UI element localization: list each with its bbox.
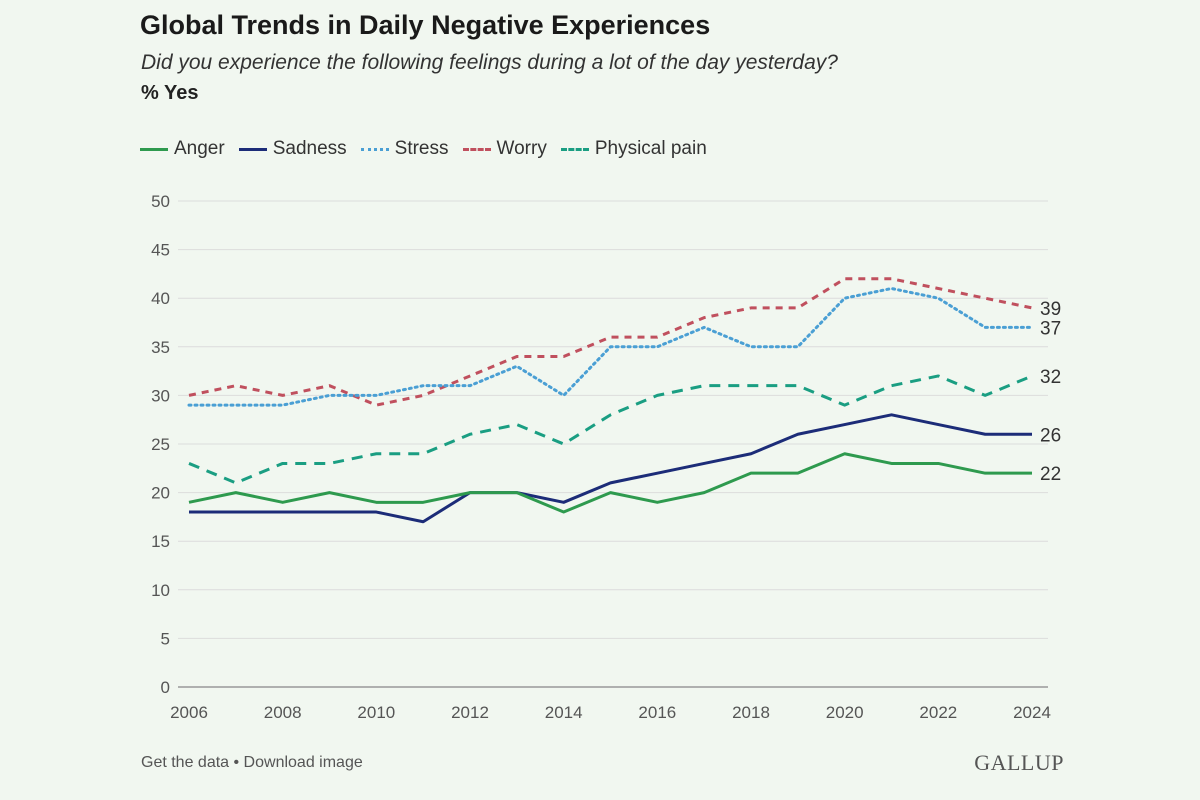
- y-tick-label: 25: [151, 435, 170, 454]
- y-tick-label: 20: [151, 484, 170, 503]
- gallup-logo: GALLUP: [974, 750, 1064, 775]
- x-tick-label: 2012: [451, 703, 489, 722]
- end-label: 39: [1040, 299, 1061, 320]
- end-label: 37: [1040, 318, 1061, 339]
- end-label: 22: [1040, 464, 1061, 485]
- y-tick-label: 30: [151, 386, 170, 405]
- y-tick-label: 10: [151, 581, 170, 600]
- legend-swatch: [238, 147, 267, 151]
- y-tick-label: 5: [161, 629, 170, 648]
- legend-label: Physical pain: [594, 138, 707, 159]
- x-tick-label: 2010: [357, 703, 395, 722]
- x-tick-label: 2008: [264, 703, 302, 722]
- x-tick-label: 2022: [919, 703, 957, 722]
- end-label: 26: [1040, 425, 1061, 446]
- legend-swatch: [560, 147, 589, 151]
- chart-title: Global Trends in Daily Negative Experien…: [140, 10, 711, 40]
- x-tick-label: 2014: [545, 703, 583, 722]
- x-tick-label: 2024: [1013, 703, 1051, 722]
- legend-label: Anger: [174, 138, 225, 159]
- legend: Anger Sadness Stress Worry Physical pain: [140, 138, 707, 160]
- x-tick-label: 2016: [638, 703, 676, 722]
- y-axis-label: % Yes: [141, 82, 199, 104]
- x-tick-label: 2020: [826, 703, 864, 722]
- legend-swatch: [360, 147, 389, 151]
- series-line-anger: [188, 452, 1032, 514]
- legend-swatch: [140, 147, 168, 151]
- x-tick-label: 2018: [732, 703, 770, 722]
- chart-subtitle: Did you experience the following feeling…: [141, 51, 838, 74]
- legend-item: Stress: [360, 138, 449, 160]
- legend-label: Worry: [496, 138, 547, 159]
- legend-label: Sadness: [272, 138, 347, 159]
- y-tick-label: 35: [151, 338, 170, 357]
- y-tick-label: 40: [151, 289, 170, 308]
- legend-label: Stress: [394, 138, 449, 159]
- y-tick-label: 50: [151, 192, 170, 211]
- series-line-worry: [188, 277, 1033, 407]
- legend-item: Physical pain: [560, 138, 707, 160]
- legend-item: Worry: [462, 138, 547, 160]
- end-label: 32: [1040, 367, 1061, 388]
- legend-swatch: [462, 147, 491, 151]
- series-line-sadness: [189, 413, 1032, 524]
- legend-item: Anger: [140, 138, 225, 160]
- y-tick-label: 15: [151, 532, 170, 551]
- legend-item: Sadness: [238, 138, 347, 160]
- series-line-stress: [187, 286, 1034, 407]
- y-tick-label: 45: [151, 241, 170, 260]
- footer-links[interactable]: Get the data • Download image: [141, 754, 363, 771]
- x-tick-label: 2006: [170, 703, 208, 722]
- series-line-physical-pain: [188, 374, 1033, 485]
- y-tick-label: 0: [161, 678, 170, 697]
